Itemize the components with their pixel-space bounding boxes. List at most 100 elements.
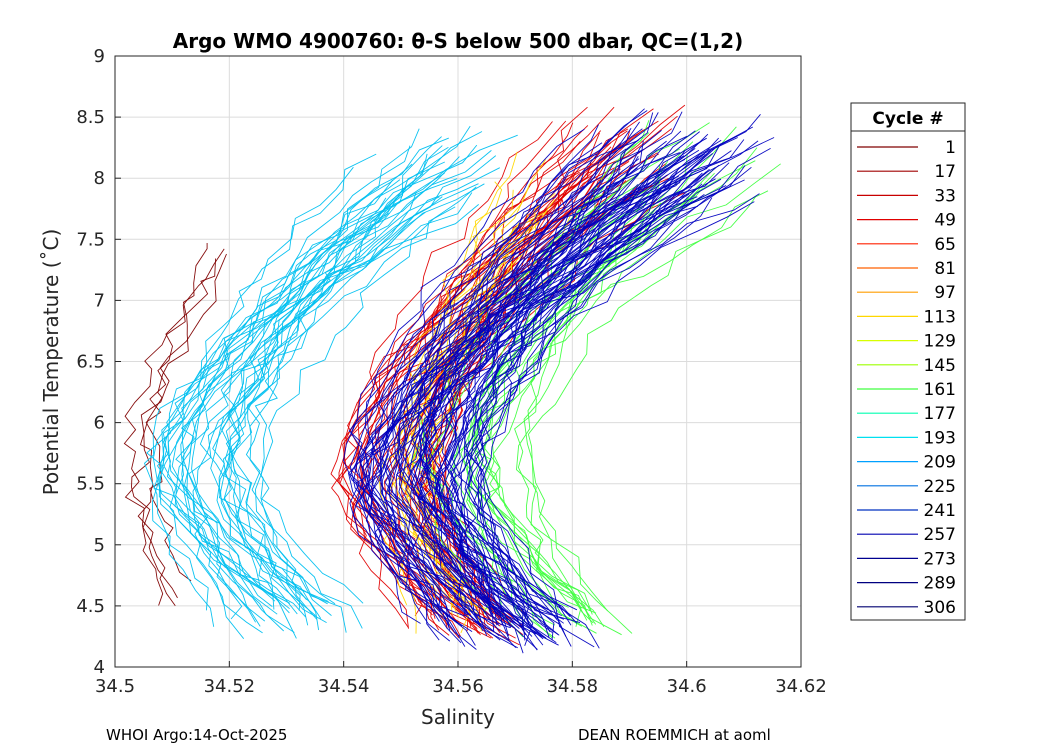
profile-line bbox=[468, 140, 667, 617]
y-tick-label: 9 bbox=[94, 46, 105, 67]
profile-line bbox=[398, 138, 610, 640]
x-tick-label: 34.54 bbox=[318, 676, 370, 697]
profile-line bbox=[156, 197, 387, 610]
profile-line bbox=[364, 108, 645, 627]
profile-line bbox=[210, 155, 497, 615]
profile-line bbox=[476, 181, 660, 635]
legend-label: 33 bbox=[934, 186, 956, 206]
legend-label: 193 bbox=[924, 428, 956, 448]
profile-line bbox=[143, 204, 479, 611]
profile-line bbox=[362, 148, 627, 641]
profile-line bbox=[421, 167, 638, 621]
x-tick-label: 34.58 bbox=[547, 676, 599, 697]
profile-line bbox=[359, 153, 706, 624]
profile-line bbox=[414, 149, 686, 641]
profile-line bbox=[152, 134, 518, 602]
profile-line bbox=[474, 190, 769, 610]
profile-line bbox=[330, 128, 672, 639]
x-axis-label: Salinity bbox=[421, 705, 495, 729]
profile-line bbox=[395, 200, 642, 654]
profile-line bbox=[223, 145, 443, 619]
y-tick-label: 5 bbox=[94, 535, 105, 556]
profile-line bbox=[192, 212, 390, 603]
profile-line bbox=[395, 148, 645, 647]
profile-line bbox=[523, 126, 737, 634]
profile-line bbox=[223, 206, 456, 617]
profile-line bbox=[384, 183, 703, 637]
profile-line bbox=[255, 186, 477, 629]
legend-label: 273 bbox=[924, 549, 956, 569]
profile-line bbox=[331, 145, 622, 608]
legend: Cycle # 1 17 33 49 65 81 97 113 129 145 161 177 193 2… bbox=[850, 102, 966, 621]
profile-line bbox=[123, 248, 225, 606]
profile-line bbox=[481, 202, 662, 636]
y-tick-label: 6.5 bbox=[76, 352, 105, 373]
profile-line bbox=[352, 142, 603, 622]
profile-line bbox=[514, 164, 661, 627]
profile-line bbox=[131, 253, 227, 607]
y-tick-label: 7.5 bbox=[76, 229, 105, 250]
profile-line bbox=[371, 124, 599, 637]
profile-line bbox=[444, 141, 694, 634]
legend-label: 306 bbox=[924, 598, 956, 618]
profile-line bbox=[184, 167, 501, 620]
profile-line bbox=[359, 106, 615, 629]
profile-line bbox=[349, 205, 699, 642]
profiles bbox=[123, 104, 781, 654]
profile-line bbox=[175, 179, 393, 627]
legend-label: 289 bbox=[924, 574, 956, 594]
profile-line bbox=[223, 128, 420, 631]
axis-ticks: 34.5 34.52 34.54 34.56 34.58 34.6 34.62 4 4.5 5 5.… bbox=[76, 46, 826, 697]
profile-line bbox=[349, 131, 700, 617]
profile-line bbox=[174, 196, 443, 618]
profile-line bbox=[468, 201, 755, 641]
profile-line bbox=[388, 135, 688, 627]
profile-line bbox=[398, 135, 738, 650]
profile-line bbox=[230, 147, 449, 610]
legend-label: 81 bbox=[934, 259, 956, 279]
profile-line bbox=[475, 165, 746, 649]
legend-label: 145 bbox=[924, 356, 956, 376]
profile-line bbox=[348, 185, 727, 635]
profile-line bbox=[355, 184, 639, 617]
legend-label: 129 bbox=[924, 332, 956, 352]
profile-line bbox=[481, 163, 781, 626]
profile-line bbox=[188, 183, 485, 622]
x-tick-label: 34.52 bbox=[204, 676, 256, 697]
y-tick-label: 7 bbox=[94, 290, 105, 311]
profile-line bbox=[421, 153, 714, 618]
profile-line bbox=[145, 243, 208, 582]
profile-line bbox=[175, 178, 458, 605]
legend-entries: 1 17 33 49 65 81 97 113 129 145 161 177 193 209 225 241… bbox=[857, 138, 956, 618]
profile-line bbox=[245, 156, 460, 611]
legend-label: 1 bbox=[945, 138, 956, 158]
profile-line bbox=[221, 163, 413, 626]
profile-line bbox=[439, 155, 685, 643]
legend-label: 161 bbox=[924, 380, 956, 400]
legend-label: 17 bbox=[934, 162, 956, 182]
legend-label: 241 bbox=[924, 501, 956, 521]
profile-line bbox=[516, 154, 688, 628]
y-axis-label: Potential Temperature (˚C) bbox=[39, 229, 63, 496]
x-tick-label: 34.6 bbox=[667, 676, 707, 697]
footer-left: WHOI Argo:14-Oct-2025 bbox=[106, 726, 288, 744]
y-tick-label: 4.5 bbox=[76, 596, 105, 617]
profile-line bbox=[343, 158, 640, 627]
profile-line bbox=[180, 179, 401, 632]
legend-label: 209 bbox=[924, 453, 956, 473]
profile-line bbox=[527, 195, 757, 612]
legend-label: 97 bbox=[934, 283, 956, 303]
profile-line bbox=[471, 172, 715, 615]
profile-line bbox=[428, 152, 680, 611]
legend-label: 225 bbox=[924, 477, 956, 497]
y-tick-label: 4 bbox=[94, 657, 105, 678]
footer-right: DEAN ROEMMICH at aoml bbox=[578, 726, 771, 744]
y-tick-label: 8 bbox=[94, 168, 105, 189]
legend-label: 65 bbox=[934, 235, 956, 255]
profile-line bbox=[450, 139, 745, 626]
y-tick-label: 5.5 bbox=[76, 474, 105, 495]
x-tick-label: 34.56 bbox=[432, 676, 484, 697]
profile-line bbox=[419, 172, 703, 626]
profile-line bbox=[402, 188, 621, 622]
